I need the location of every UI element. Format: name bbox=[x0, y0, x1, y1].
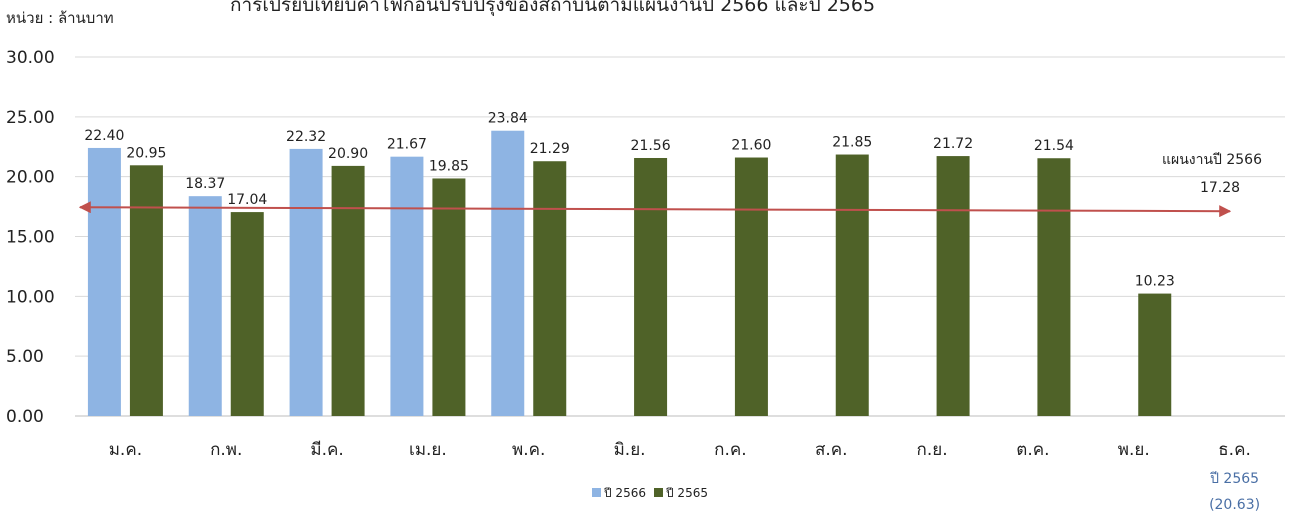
data-label: 20.90 bbox=[328, 146, 368, 162]
bar bbox=[634, 158, 667, 416]
plan-line-value: 17.28 bbox=[1200, 180, 1240, 196]
x-tick-label: พ.ค. bbox=[512, 440, 545, 460]
dec-note-year: ปี 2565 bbox=[1210, 471, 1259, 487]
legend-label: ปี 2566 bbox=[603, 486, 646, 500]
bar bbox=[390, 157, 423, 416]
x-tick-label: เม.ย. bbox=[409, 440, 447, 460]
bar bbox=[533, 161, 566, 416]
y-tick-label: 0.00 bbox=[6, 407, 44, 427]
dec-note-value: (20.63) bbox=[1209, 497, 1260, 513]
data-label: 21.29 bbox=[530, 141, 570, 157]
data-label: 21.54 bbox=[1034, 138, 1074, 154]
data-label: 20.95 bbox=[126, 145, 166, 161]
x-tick-label: ก.พ. bbox=[210, 440, 242, 460]
bar bbox=[735, 158, 768, 416]
bar bbox=[231, 212, 264, 416]
data-label: 18.37 bbox=[185, 176, 225, 192]
x-tick-label: ก.ค. bbox=[714, 440, 746, 460]
bar bbox=[1037, 158, 1070, 416]
bar bbox=[1138, 294, 1171, 416]
data-label: 21.85 bbox=[832, 135, 872, 151]
data-label: 22.40 bbox=[84, 128, 124, 144]
bar bbox=[189, 196, 222, 416]
legend-swatch bbox=[654, 488, 663, 497]
bar bbox=[88, 148, 121, 416]
legend-label: ปี 2565 bbox=[665, 486, 708, 500]
plan-line-label: แผนงานปี 2566 bbox=[1162, 152, 1262, 168]
x-tick-label: ก.ย. bbox=[917, 440, 948, 460]
bar bbox=[290, 149, 323, 416]
bar bbox=[432, 178, 465, 416]
data-label: 19.85 bbox=[429, 158, 469, 174]
x-tick-label: ธ.ค. bbox=[1218, 440, 1251, 460]
data-label: 21.72 bbox=[933, 136, 973, 152]
data-label: 22.32 bbox=[286, 129, 326, 145]
y-tick-label: 25.00 bbox=[6, 108, 55, 128]
data-label: 21.56 bbox=[631, 138, 671, 154]
bar bbox=[937, 156, 970, 416]
data-label: 21.60 bbox=[731, 138, 771, 154]
data-label: 23.84 bbox=[488, 111, 528, 127]
x-tick-label: มิ.ย. bbox=[614, 440, 646, 460]
x-tick-label: พ.ย. bbox=[1118, 440, 1150, 460]
data-label: 10.23 bbox=[1135, 274, 1175, 290]
y-tick-label: 30.00 bbox=[6, 48, 55, 68]
bar bbox=[332, 166, 365, 416]
legend-swatch bbox=[592, 488, 601, 497]
x-tick-label: ม.ค. bbox=[109, 440, 142, 460]
data-label: 21.67 bbox=[387, 137, 427, 153]
y-tick-label: 5.00 bbox=[6, 347, 44, 367]
bar bbox=[836, 155, 869, 416]
y-tick-label: 10.00 bbox=[6, 287, 55, 307]
bar bbox=[130, 165, 163, 416]
bar bbox=[491, 131, 524, 416]
x-tick-label: มี.ค. bbox=[310, 440, 343, 460]
data-label: 17.04 bbox=[227, 192, 267, 208]
x-tick-label: ต.ค. bbox=[1016, 440, 1049, 460]
y-tick-label: 15.00 bbox=[6, 228, 55, 248]
y-tick-label: 20.00 bbox=[6, 168, 55, 188]
x-tick-label: ส.ค. bbox=[815, 440, 848, 460]
